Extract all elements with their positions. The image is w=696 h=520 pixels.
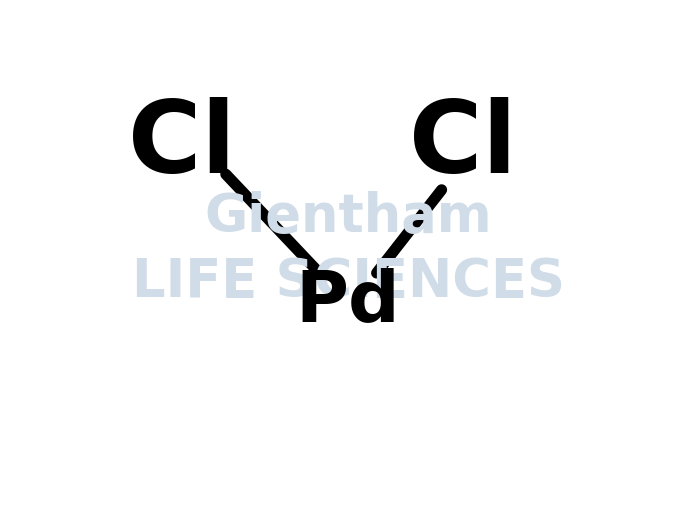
Text: Cl: Cl — [409, 97, 516, 194]
Text: Cl: Cl — [128, 97, 235, 194]
Text: Gientham
LIFE SCIENCES: Gientham LIFE SCIENCES — [132, 191, 564, 308]
Text: Pd: Pd — [296, 267, 400, 336]
